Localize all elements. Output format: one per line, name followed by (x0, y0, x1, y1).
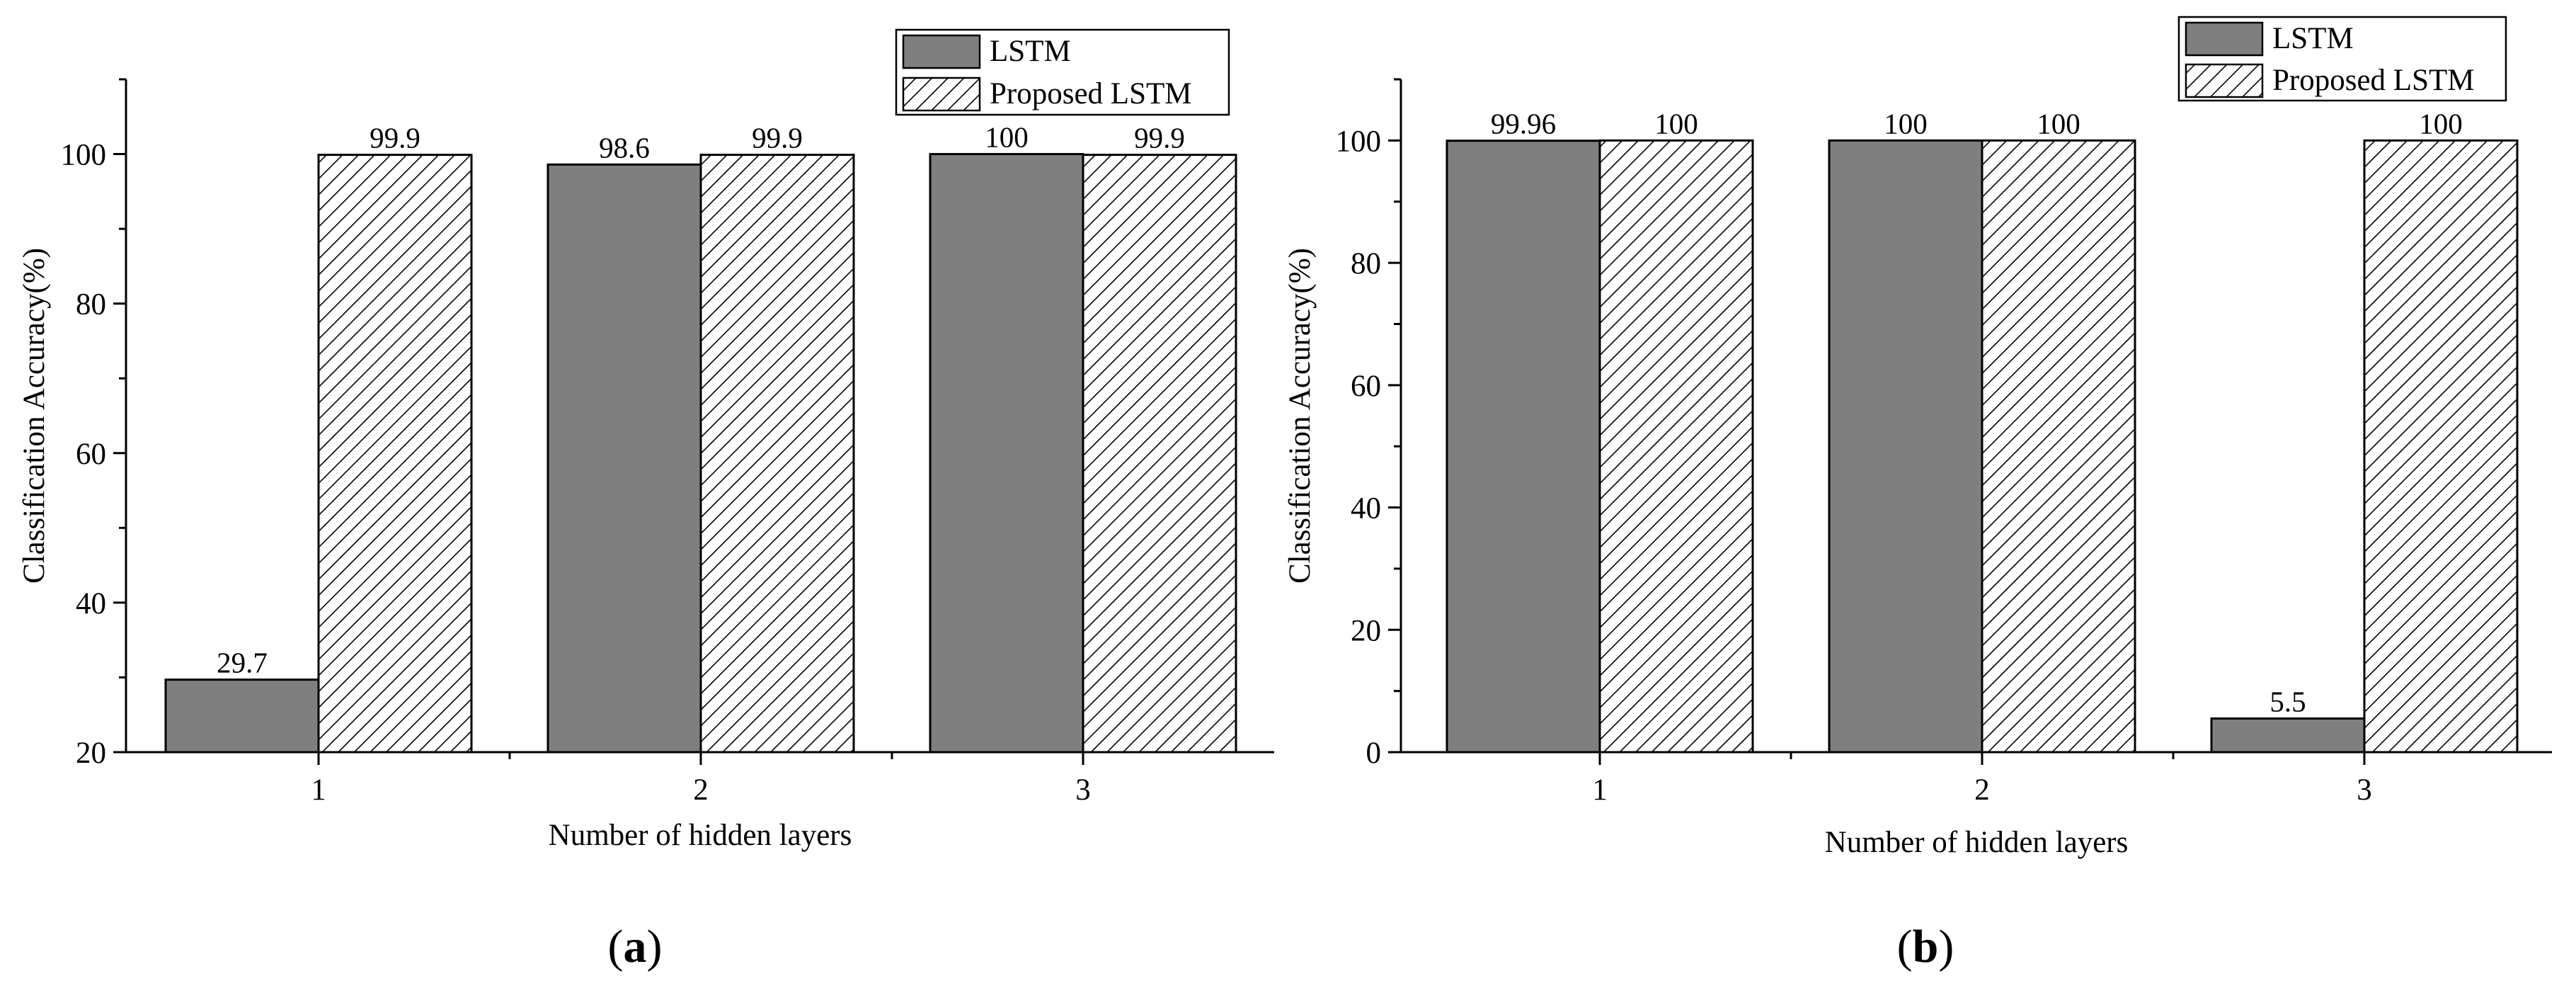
y-tick-label: 0 (1366, 737, 1382, 770)
y-tick-label: 80 (76, 288, 106, 322)
y-tick-label: 60 (1351, 370, 1381, 403)
bar-lstm-3 (929, 153, 1084, 754)
bar-proposed-lstm-2 (699, 154, 855, 754)
data-label: 100 (2419, 107, 2463, 140)
legend-label-proposed-lstm: Proposed LSTM (990, 77, 1191, 110)
legend-label-lstm: LSTM (2272, 22, 2354, 55)
y-tick-label: 100 (1336, 125, 1382, 158)
y-tick-label: 40 (1351, 492, 1381, 526)
x-tick-label: 1 (1592, 773, 1608, 807)
bar-proposed-lstm-3 (2363, 139, 2519, 754)
panel-label-b: (b) (1897, 921, 1954, 972)
y-tick-label: 20 (1351, 614, 1381, 647)
y-tick-label: 80 (1351, 247, 1381, 280)
bar-lstm-1 (1446, 140, 1601, 754)
bar-lstm-2 (1828, 139, 1983, 754)
x-axis-title: Number of hidden layers (549, 819, 852, 852)
x-tick-label: 3 (2357, 773, 2372, 807)
data-label: 100 (1654, 107, 1698, 140)
y-axis-title: Classification Accuracy(%) (1283, 248, 1317, 584)
data-label: 100 (1884, 107, 1928, 140)
x-tick-label: 1 (311, 773, 326, 807)
legend-swatch-lstm (902, 34, 981, 69)
data-label: 100 (985, 121, 1029, 154)
bar-lstm-2 (546, 163, 702, 754)
data-label: 99.9 (1134, 122, 1185, 154)
bar-lstm-3 (2210, 717, 2366, 754)
legend-swatch-proposed-lstm (902, 76, 981, 112)
y-axis-title: Classification Accuracy(%) (18, 248, 51, 584)
panel-label-a: (a) (608, 921, 663, 972)
x-tick-label: 2 (1974, 773, 1990, 807)
bar-lstm-1 (164, 678, 320, 754)
y-tick-label: 100 (61, 139, 107, 172)
chart-a: 20 40 60 80 100 1 2 3 29.7 98.6 100 99.9 99.9 99.9 Num… (18, 28, 1274, 852)
x-tick-label: 3 (1075, 773, 1091, 807)
legend-label-lstm: LSTM (990, 35, 1071, 68)
legend: LSTM Proposed LSTM (2177, 16, 2507, 102)
data-label: 99.9 (752, 122, 803, 154)
bar-proposed-lstm-1 (1598, 139, 1754, 754)
y-tick-label: 60 (76, 438, 106, 471)
legend-label-proposed-lstm: Proposed LSTM (2272, 64, 2474, 97)
x-axis-title: Number of hidden layers (1825, 826, 2129, 859)
data-label: 5.5 (2269, 686, 2306, 718)
data-label: 99.9 (370, 122, 420, 154)
data-label: 100 (2037, 107, 2080, 140)
bar-proposed-lstm-3 (1082, 154, 1237, 754)
legend-swatch-lstm (2185, 21, 2264, 57)
legend-swatch-proposed-lstm (2185, 63, 2264, 98)
legend: LSTM Proposed LSTM (895, 28, 1230, 116)
bar-proposed-lstm-1 (317, 154, 473, 754)
y-tick-label: 20 (76, 737, 106, 770)
y-tick-label: 40 (76, 587, 106, 620)
data-label: 98.6 (599, 131, 650, 164)
data-label: 99.96 (1491, 108, 1556, 140)
bar-proposed-lstm-2 (1981, 139, 2136, 754)
chart-b: 0 20 40 60 80 100 1 2 3 99.96 100 5.5 100 100 100 Numbe… (1283, 16, 2552, 859)
data-label: 29.7 (217, 647, 268, 679)
x-tick-label: 2 (693, 773, 709, 807)
